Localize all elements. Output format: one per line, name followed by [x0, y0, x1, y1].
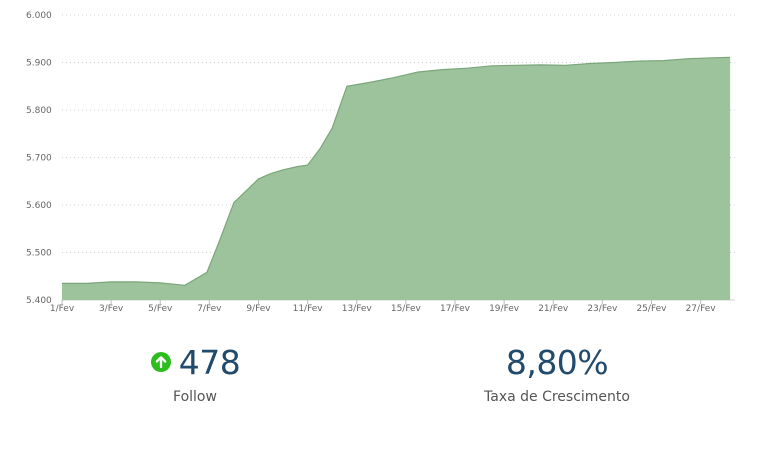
y-tick-label: 5.400 [26, 296, 52, 306]
x-tick-label: 3/Fev [99, 304, 124, 314]
x-tick-label: 27/Fev [686, 304, 717, 314]
x-tick-label: 23/Fev [587, 304, 618, 314]
follow-stat: 478 Follow [45, 338, 345, 405]
x-tick-label: 7/Fev [197, 304, 222, 314]
follower-area-chart: 5.400 5.500 5.600 5.700 5.800 5.900 6.000 1/Fe… [26, 11, 735, 314]
x-tick-label: 11/Fev [293, 304, 324, 314]
growth-rate-label: Taxa de Crescimento [484, 389, 630, 405]
x-tick-label: 21/Fev [538, 304, 569, 314]
y-tick-label: 5.500 [26, 249, 52, 259]
x-tick-label: 9/Fev [246, 304, 271, 314]
x-tick-label: 5/Fev [148, 304, 173, 314]
y-tick-label: 6.000 [26, 11, 52, 21]
follow-series-area [62, 57, 731, 300]
x-tick-label: 17/Fev [440, 304, 471, 314]
area-series-layer [61, 56, 731, 300]
arrow-up-circle-icon [150, 352, 171, 372]
growth-rate-stat: 8,80% Taxa de Crescimento [407, 338, 707, 406]
follow-value: 478 [178, 342, 241, 382]
x-tick-label: 1/Fev [50, 304, 75, 314]
follow-label: Follow [173, 389, 217, 405]
y-tick-label: 5.700 [26, 154, 52, 164]
growth-rate-value: 8,80% [505, 342, 609, 382]
y-axis-ticks: 5.400 5.500 5.600 5.700 5.800 5.900 6.000 [26, 11, 52, 306]
x-tick-label: 13/Fev [342, 304, 373, 314]
y-tick-label: 5.600 [26, 201, 52, 211]
y-tick-label: 5.800 [26, 106, 52, 116]
x-tick-label: 19/Fev [489, 304, 520, 314]
x-tick-label: 25/Fev [636, 304, 667, 314]
y-tick-label: 5.900 [26, 59, 52, 69]
x-tick-label: 15/Fev [391, 304, 422, 314]
x-axis-ticks: 1/Fev 3/Fev 5/Fev 7/Fev 9/Fev 11/Fev 13/Fev 15/… [50, 300, 716, 314]
follower-chart: 5.400 5.500 5.600 5.700 5.800 5.900 6.000 1/Fe… [26, 11, 735, 314]
